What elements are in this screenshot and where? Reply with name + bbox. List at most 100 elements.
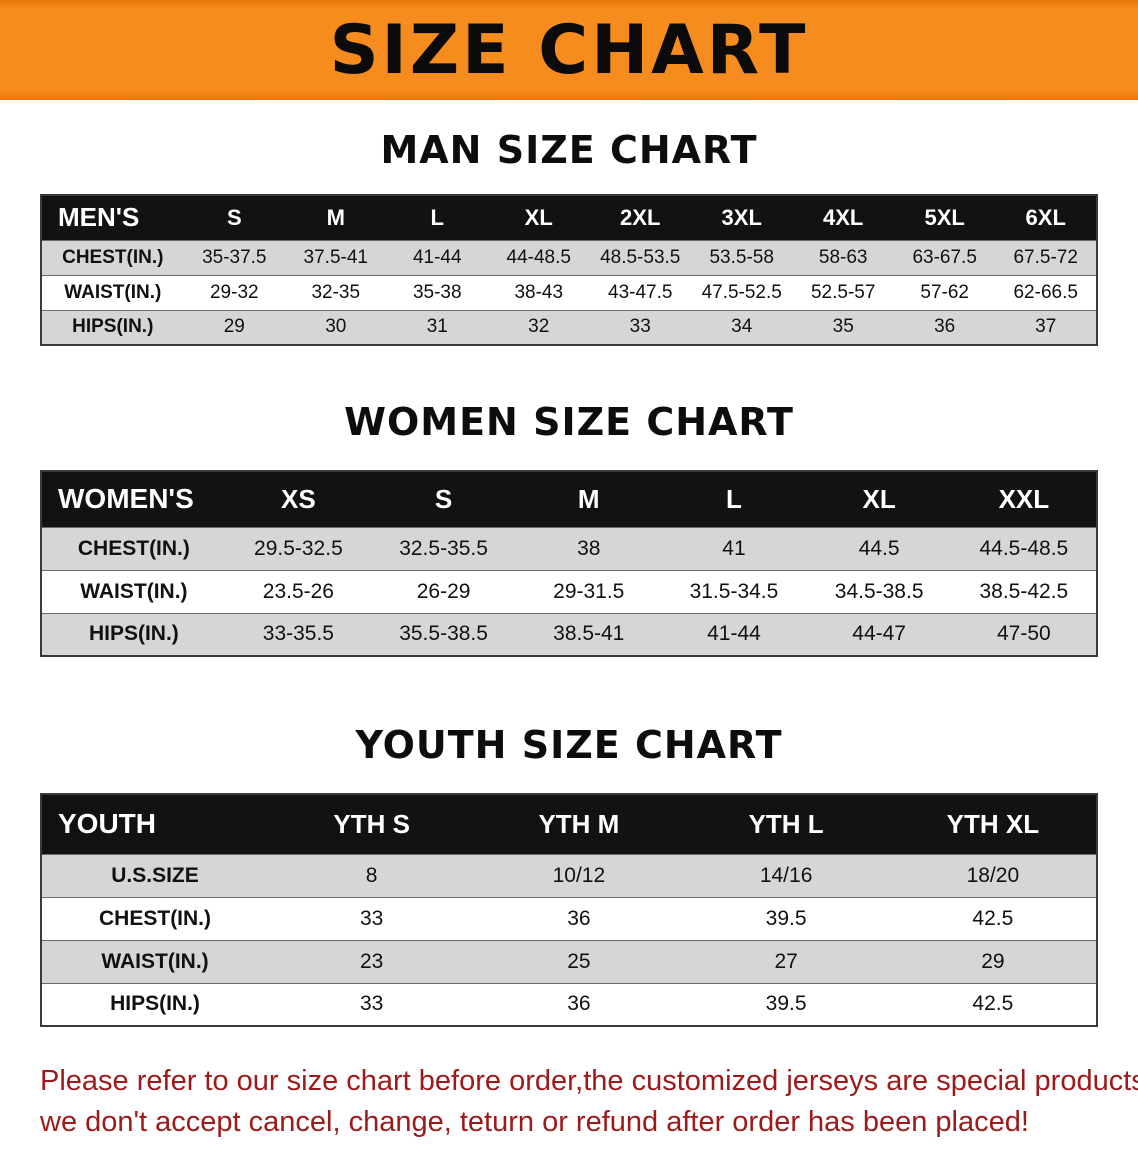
size-value: 29 <box>981 949 1005 973</box>
size-column-header: XXL <box>951 471 1097 527</box>
size-value: 38-43 <box>514 281 564 303</box>
size-column-header: L <box>661 471 807 527</box>
youth-size-chart-section: YOUTH SIZE CHART YOUTH YTH S YTH M YTH L YTH… <box>0 723 1138 1027</box>
size-value: 41-44 <box>412 246 462 268</box>
size-value: 35-37.5 <box>202 246 267 268</box>
size-value: 31.5-34.5 <box>689 579 779 603</box>
size-value: 48.5-53.5 <box>600 246 681 268</box>
size-value: 8 <box>365 863 378 887</box>
women-size-chart-section: WOMEN SIZE CHART WOMEN'S XS S M L XL XXL CHEST(… <box>0 400 1138 657</box>
size-value: 32.5-35.5 <box>399 536 488 560</box>
table-corner-label: MEN'S <box>41 195 184 240</box>
row-label: HIPS(IN.) <box>110 992 200 1016</box>
size-value: 34 <box>731 316 753 338</box>
man-size-table: MEN'S S M L XL 2XL 3XL 4XL 5XL 6XL CHEST(IN.) 35-37… <box>40 194 1098 346</box>
row-label: HIPS(IN.) <box>88 622 179 646</box>
youth-size-table-wrap: YOUTH YTH S YTH M YTH L YTH XL U.S.SIZE 8 10/12… <box>0 793 1138 1027</box>
size-column-header: 2XL <box>589 195 691 240</box>
size-value: 37.5-41 <box>303 246 368 268</box>
order-disclaimer: Please refer to our size chart before or… <box>0 1061 1138 1160</box>
size-value: 58-63 <box>818 246 868 268</box>
size-column-header: YTH L <box>682 794 890 854</box>
size-value: 29.5-32.5 <box>254 536 343 560</box>
size-value: 44.5-48.5 <box>979 536 1069 560</box>
size-column-header: XL <box>806 471 952 527</box>
size-value: 31 <box>426 316 448 338</box>
disclaimer-line-2: we don't accept cancel, change, teturn o… <box>40 1105 1029 1138</box>
size-column-header: 5XL <box>893 195 996 240</box>
size-value: 47-50 <box>997 622 1051 646</box>
size-value: 26-29 <box>416 579 471 603</box>
size-column-header: M <box>285 195 387 240</box>
size-column-header: 3XL <box>690 195 793 240</box>
size-value: 23.5-26 <box>262 579 334 603</box>
size-value: 63-67.5 <box>912 246 977 268</box>
size-value: 41 <box>722 536 746 560</box>
size-value: 33-35.5 <box>262 622 334 646</box>
size-column-header: L <box>386 195 488 240</box>
table-row: HIPS(IN.) 33-35.5 35.5-38.5 38.5-41 41-44 44-… <box>41 613 1097 656</box>
row-label: CHEST(IN.) <box>99 906 212 930</box>
row-label: WAIST(IN.) <box>101 949 209 973</box>
size-value: 30 <box>325 316 347 338</box>
size-value: 57-62 <box>920 281 969 303</box>
size-column-header: YTH XL <box>889 794 1097 854</box>
size-value: 53.5-58 <box>709 246 774 268</box>
size-value: 62-66.5 <box>1013 281 1078 303</box>
table-row: WAIST(IN.) 23 25 27 29 <box>41 940 1097 983</box>
size-column-header: YTH M <box>475 794 683 854</box>
size-value: 41-44 <box>707 622 761 646</box>
size-value: 42.5 <box>972 906 1014 930</box>
size-value: 29-32 <box>209 281 259 303</box>
size-chart-banner: SIZE CHART <box>0 0 1138 100</box>
row-label: WAIST(IN.) <box>80 579 188 603</box>
table-row: U.S.SIZE 8 10/12 14/16 18/20 <box>41 854 1097 897</box>
size-value: 25 <box>567 949 591 973</box>
size-value: 33 <box>359 906 384 930</box>
size-value: 33 <box>629 316 651 338</box>
size-column-header: M <box>516 471 662 527</box>
women-size-table: WOMEN'S XS S M L XL XXL CHEST(IN.) 29.5-32.5 32.5… <box>40 470 1098 657</box>
size-value: 35.5-38.5 <box>399 622 488 646</box>
size-value: 44.5 <box>858 536 900 560</box>
youth-size-table: YOUTH YTH S YTH M YTH L YTH XL U.S.SIZE 8 10/12… <box>40 793 1098 1027</box>
man-size-chart-section: MAN SIZE CHART MEN'S S M L XL 2XL 3XL 4XL 5XL 6XL… <box>0 128 1138 346</box>
row-label: WAIST(IN.) <box>64 281 162 303</box>
row-label: CHEST(IN.) <box>62 246 164 268</box>
size-value: 18/20 <box>966 863 1020 887</box>
size-value: 29 <box>223 316 245 338</box>
size-value: 39.5 <box>765 906 807 930</box>
table-row: CHEST(IN.) 33 36 39.5 42.5 <box>41 897 1097 940</box>
size-column-header: XS <box>225 471 371 527</box>
size-value: 32-35 <box>311 281 361 303</box>
size-value: 36 <box>567 992 591 1016</box>
size-value: 36 <box>934 316 956 338</box>
size-value: 38.5-42.5 <box>979 579 1069 603</box>
size-value: 35-38 <box>412 281 462 303</box>
size-value: 67.5-72 <box>1013 246 1078 268</box>
women-size-chart-heading: WOMEN SIZE CHART <box>344 400 794 444</box>
size-value: 39.5 <box>765 992 807 1016</box>
size-value: 36 <box>567 906 591 930</box>
size-value: 34.5-38.5 <box>834 579 924 603</box>
row-label: HIPS(IN.) <box>72 316 154 338</box>
row-label: CHEST(IN.) <box>77 536 190 560</box>
size-value: 38.5-41 <box>553 622 625 646</box>
youth-size-chart-heading: YOUTH SIZE CHART <box>355 723 783 767</box>
man-size-chart-heading: MAN SIZE CHART <box>380 128 758 172</box>
size-column-header: S <box>183 195 286 240</box>
size-column-header: XL <box>488 195 590 240</box>
page-title: SIZE CHART <box>329 10 809 90</box>
table-row: CHEST(IN.) 29.5-32.5 32.5-35.5 38 41 44.5 44.5… <box>41 527 1097 570</box>
size-value: 38 <box>577 536 601 560</box>
man-size-table-wrap: MEN'S S M L XL 2XL 3XL 4XL 5XL 6XL CHEST(IN.) 35-37… <box>0 194 1138 346</box>
size-value: 23 <box>359 949 384 973</box>
size-value: 37 <box>1035 316 1057 338</box>
table-row: WAIST(IN.) 23.5-26 26-29 29-31.5 31.5-34.5 34… <box>41 570 1097 613</box>
size-value: 44-48.5 <box>506 246 571 268</box>
table-row: HIPS(IN.) 33 36 39.5 42.5 <box>41 983 1097 1026</box>
size-value: 14/16 <box>759 863 813 887</box>
disclaimer-line-1: Please refer to our size chart before or… <box>40 1065 1138 1097</box>
size-value: 52.5-57 <box>810 281 876 303</box>
size-value: 33 <box>359 992 384 1016</box>
